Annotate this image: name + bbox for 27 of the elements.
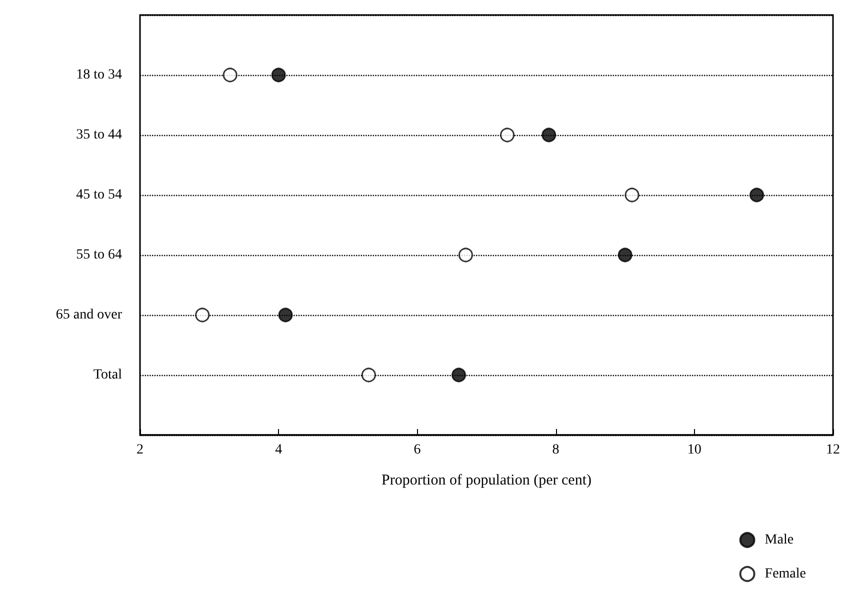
x-tick-label: 12	[826, 442, 840, 458]
y-tick-label: Total	[93, 368, 122, 382]
x-tick-label: 10	[687, 442, 702, 458]
y-tick-label: 35 to 44	[76, 128, 122, 142]
x-axis-title: Proportion of population (per cent)	[382, 472, 592, 488]
point	[452, 368, 466, 382]
y-tick-label: 65 and over	[56, 308, 122, 322]
y-tick-label: 18 to 34	[76, 68, 122, 82]
x-tick-label: 2	[136, 442, 144, 458]
point	[278, 308, 293, 322]
point	[195, 308, 210, 322]
point	[542, 128, 556, 142]
x-tick-label: 4	[275, 442, 282, 458]
legend-label: Male	[764, 532, 794, 548]
y-tick-label: 55 to 64	[76, 248, 122, 262]
point	[458, 248, 473, 262]
point	[222, 68, 238, 82]
point	[624, 188, 640, 202]
point	[271, 68, 286, 82]
x-tick-label: 8	[552, 442, 560, 458]
y-tick-label: 45 to 54	[76, 188, 122, 202]
point	[750, 188, 764, 202]
point	[618, 248, 632, 262]
point	[500, 128, 515, 142]
legend-label: Female	[764, 566, 806, 582]
point	[361, 368, 376, 382]
x-tick-label: 6	[414, 442, 421, 458]
